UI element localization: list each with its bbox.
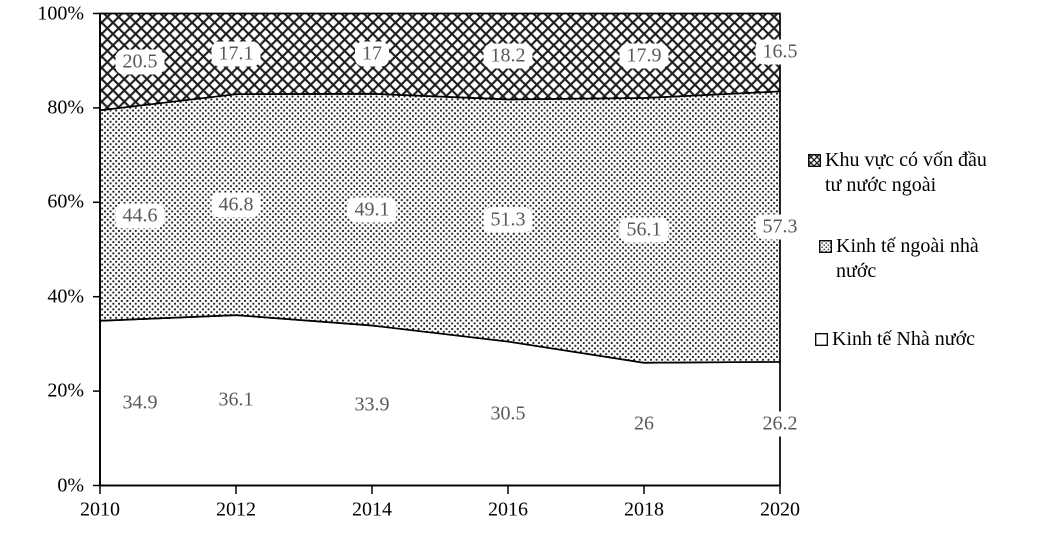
legend-label-line: Kinh tế Nhà nước <box>832 328 976 350</box>
legend-label: Kinh tế Nhà nước <box>832 327 975 352</box>
legend-label: Khu vực có vốn đầu tư nước ngoài <box>825 148 987 198</box>
legend-label-line: Khu vực có vốn đầu <box>825 149 987 171</box>
legend-item-non-state-economy: Kinh tế ngoài nhà nước <box>819 234 979 284</box>
legend-label: Kinh tế ngoài nhà nước <box>836 234 979 284</box>
diamond-crosshatch-swatch-icon <box>808 154 821 167</box>
area-series-2 <box>99 12 781 112</box>
plain-swatch-icon <box>815 333 828 346</box>
legend-item-foreign-investment: Khu vực có vốn đầu tư nước ngoài <box>808 148 987 198</box>
legend-label-line: nước <box>836 260 877 282</box>
legend-label-line: Kinh tế ngoài nhà <box>836 235 979 257</box>
legend-item-state-economy: Kinh tế Nhà nước <box>815 327 975 352</box>
dots-swatch-icon <box>819 240 832 253</box>
legend-label-line: tư nước ngoài <box>825 174 937 196</box>
